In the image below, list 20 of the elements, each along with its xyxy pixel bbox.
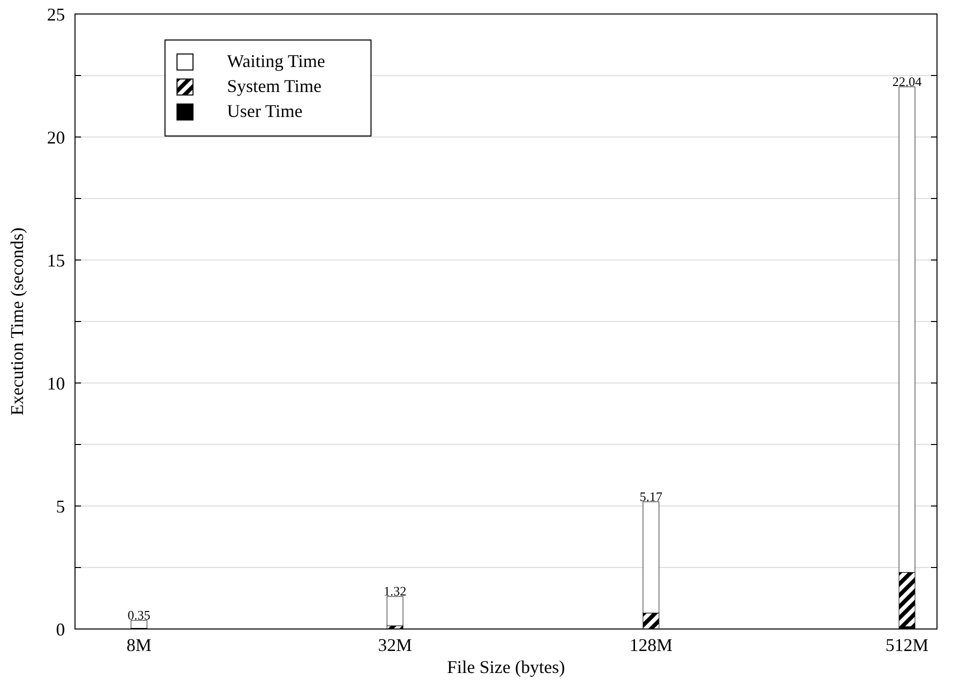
legend-label: Waiting Time	[227, 51, 326, 71]
total-label: 5.17	[640, 488, 663, 504]
x-axis-title: File Size (bytes)	[447, 657, 565, 677]
y-tick-label: 25	[47, 4, 65, 24]
x-tick-label: 128M	[629, 635, 673, 655]
x-tick-label: 8M	[126, 635, 152, 655]
y-axis-title: Execution Time (seconds)	[7, 228, 27, 416]
x-tick-label: 512M	[885, 635, 929, 655]
total-label: 22.04	[892, 74, 922, 89]
legend-label: User Time	[227, 101, 303, 121]
y-tick-label: 15	[47, 250, 65, 270]
bar	[386, 596, 404, 626]
y-tick-label: 20	[47, 127, 65, 148]
total-label: 0.35	[128, 607, 150, 622]
x-tick-label: 32M	[378, 635, 412, 655]
legend-label: System Time	[227, 76, 322, 96]
y-tick-label: 5	[56, 496, 65, 516]
total-label: 1.32	[384, 584, 406, 599]
y-tick-label: 0	[56, 619, 65, 640]
y-tick-label: 10	[47, 373, 65, 394]
